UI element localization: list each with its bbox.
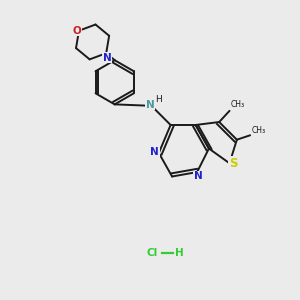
Text: N: N [150,147,159,158]
Text: N: N [103,52,112,63]
Text: CH₃: CH₃ [231,100,245,109]
Text: H: H [175,248,184,258]
Text: Cl: Cl [147,248,158,258]
Text: H: H [155,95,162,104]
Text: O: O [72,26,81,36]
Text: N: N [146,100,155,110]
Text: S: S [229,157,237,170]
Text: N: N [194,171,203,181]
Text: CH₃: CH₃ [252,126,266,135]
